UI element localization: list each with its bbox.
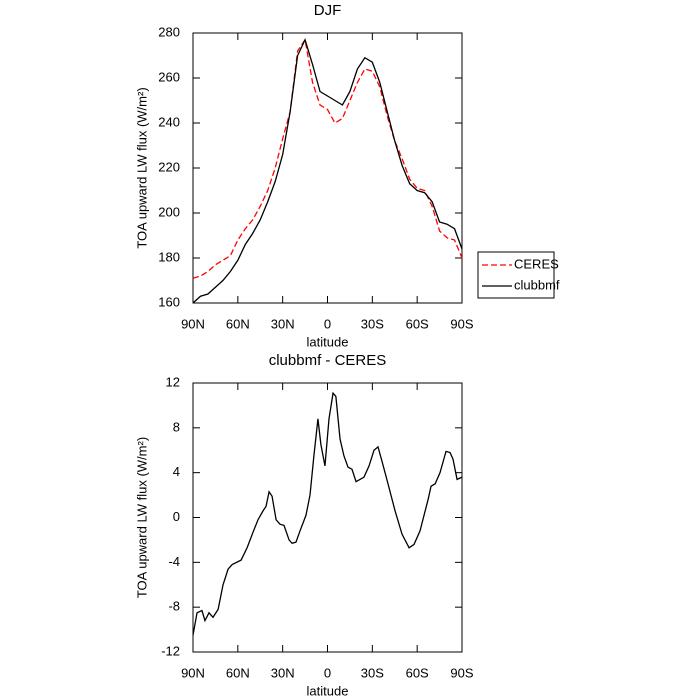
x-tick-label: 60N xyxy=(226,665,250,680)
x-tick-label: 60S xyxy=(406,316,429,331)
y-tick-label: 12 xyxy=(166,374,180,389)
series-line xyxy=(192,37,463,304)
legend-label: clubbmf xyxy=(514,277,560,292)
x-tick-label: 90N xyxy=(181,316,205,331)
y-tick-label: 8 xyxy=(173,419,180,434)
panel-title: DJF xyxy=(314,2,342,19)
y-tick-label: -12 xyxy=(161,643,180,658)
y-tick-label: -8 xyxy=(168,599,180,614)
series-line xyxy=(192,391,463,636)
legend-label: CERES xyxy=(514,256,559,271)
series-line xyxy=(192,38,463,279)
x-tick-label: 90S xyxy=(450,316,473,331)
x-tick-label: 90S xyxy=(450,665,473,680)
x-tick-label: 30N xyxy=(271,665,295,680)
y-tick-label: 220 xyxy=(158,159,180,174)
x-tick-label: 30S xyxy=(361,665,384,680)
y-tick-label: -4 xyxy=(168,554,180,569)
plot-frame xyxy=(192,382,463,653)
y-axis-label: TOA upward LW flux (W/m²) xyxy=(134,437,149,598)
x-tick-label: 30S xyxy=(361,316,384,331)
x-tick-label: 30N xyxy=(271,316,295,331)
y-tick-label: 200 xyxy=(158,204,180,219)
panel-title: clubbmf - CERES xyxy=(269,352,387,369)
y-tick-label: 180 xyxy=(158,249,180,264)
y-axis-label: TOA upward LW flux (W/m²) xyxy=(134,87,149,248)
y-tick-label: 240 xyxy=(158,114,180,129)
x-axis-label: latitude xyxy=(307,683,349,698)
x-tick-label: 60S xyxy=(406,665,429,680)
y-tick-label: 160 xyxy=(158,294,180,309)
x-tick-label: 60N xyxy=(226,316,250,331)
y-tick-label: 260 xyxy=(158,69,180,84)
x-axis-label: latitude xyxy=(307,334,349,349)
y-tick-label: 0 xyxy=(173,509,180,524)
plot-frame xyxy=(192,32,463,304)
legend-box xyxy=(477,251,555,299)
y-tick-label: 280 xyxy=(158,24,180,39)
x-tick-label: 0 xyxy=(324,665,331,680)
x-tick-label: 0 xyxy=(324,316,331,331)
x-tick-label: 90N xyxy=(181,665,205,680)
y-tick-label: 4 xyxy=(173,464,180,479)
